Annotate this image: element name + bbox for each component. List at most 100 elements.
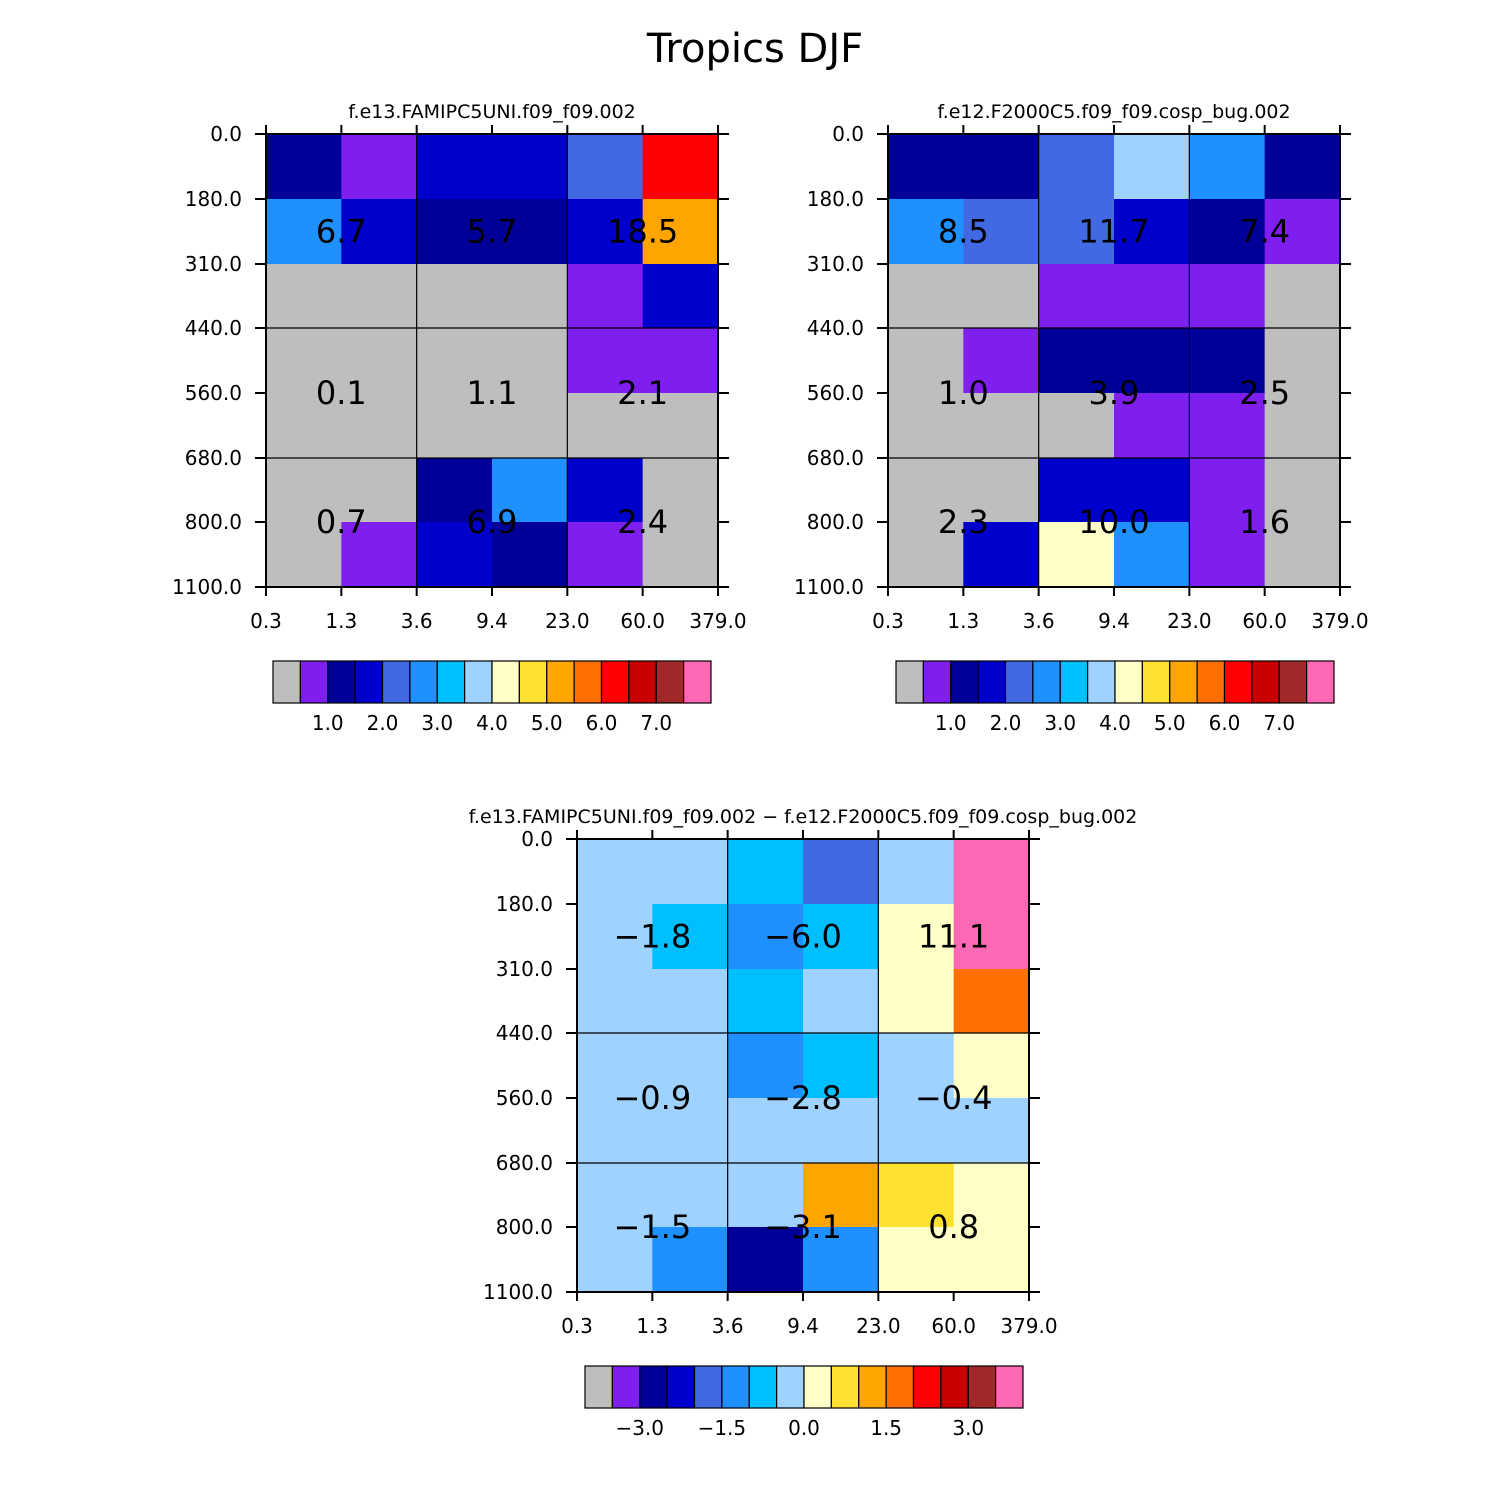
colorbar-swatch — [639, 1365, 668, 1409]
x-tick-label: 0.3 — [561, 1314, 593, 1338]
colorbar-swatch — [1059, 660, 1089, 704]
heatmap-cell — [878, 969, 955, 1034]
heatmap-cell — [567, 264, 644, 329]
heatmap-cell — [888, 393, 964, 459]
heatmap-cell — [266, 458, 342, 523]
y-tick-label: 680.0 — [496, 1151, 553, 1175]
x-tick-label: 23.0 — [856, 1314, 901, 1338]
y-tick-label: 0.0 — [832, 122, 864, 146]
heatmap-cell — [567, 134, 644, 200]
heatmap-cell — [888, 134, 964, 200]
heatmap-cell — [577, 1033, 653, 1099]
heatmap-cell — [888, 328, 964, 394]
x-tick-label: 3.6 — [712, 1314, 744, 1338]
block-value-label: 7.4 — [1239, 213, 1290, 251]
heatmap-cell — [577, 969, 653, 1034]
colorbar-label: 5.0 — [531, 711, 563, 735]
colorbar-swatch — [1032, 660, 1061, 704]
y-tick-label: 0.0 — [210, 122, 242, 146]
colorbar-swatch — [464, 660, 493, 704]
heatmap-cell — [577, 1163, 653, 1228]
heatmap-cell — [953, 904, 1030, 970]
colorbar-swatch — [721, 1365, 750, 1409]
heatmap-cell — [1189, 199, 1266, 265]
colorbar-label: 2.0 — [367, 711, 399, 735]
colorbar-swatch — [940, 1365, 969, 1409]
heatmap-cell — [878, 1033, 955, 1099]
block-value-label: 1.6 — [1239, 503, 1290, 541]
x-tick-label: 9.4 — [476, 609, 508, 633]
colorbar-swatch — [655, 660, 685, 704]
y-tick-label: 1100.0 — [172, 575, 242, 599]
y-tick-label: 560.0 — [185, 381, 242, 405]
heatmap-cell — [888, 199, 964, 265]
colorbar-label: 4.0 — [1099, 711, 1131, 735]
y-tick-label: 310.0 — [807, 252, 864, 276]
heatmap-cell — [1264, 264, 1341, 329]
x-tick-label: 1.3 — [636, 1314, 668, 1338]
colorbar-swatch — [748, 1365, 778, 1409]
heatmap-cell — [1264, 393, 1341, 459]
y-tick-label: 440.0 — [185, 316, 242, 340]
colorbar-swatch — [1306, 660, 1335, 704]
heatmap-cell — [803, 969, 879, 1034]
y-tick-label: 440.0 — [496, 1021, 553, 1045]
heatmap-cell — [878, 904, 955, 970]
heatmap-cell — [341, 264, 418, 329]
colorbar-swatch — [776, 1365, 805, 1409]
y-tick-label: 310.0 — [496, 957, 553, 981]
block-value-label: 8.5 — [938, 213, 989, 251]
x-tick-label: 0.3 — [250, 609, 282, 633]
heatmap-cell — [567, 522, 644, 588]
colorbar-swatch — [858, 1365, 887, 1409]
block-value-label: 3.9 — [1089, 374, 1140, 412]
heatmap-cell — [1189, 328, 1266, 394]
block-value-label: 10.0 — [1078, 503, 1149, 541]
y-tick-label: 560.0 — [496, 1086, 553, 1110]
y-tick-label: 180.0 — [185, 187, 242, 211]
block-value-label: 0.8 — [928, 1208, 979, 1246]
heatmap-cell — [727, 1098, 804, 1164]
colorbar-swatch — [967, 1365, 997, 1409]
heatmap-cell — [1264, 134, 1341, 200]
heatmap-cell — [1038, 264, 1115, 329]
colorbar-swatch — [1141, 660, 1171, 704]
x-tick-label: 9.4 — [787, 1314, 819, 1338]
heatmap-cell — [1264, 458, 1341, 523]
colorbar-swatch — [803, 1365, 832, 1409]
heatmap-cell — [1189, 134, 1266, 200]
colorbar: −3.0 −1.5 0.0 1.5 3.0 — [584, 1365, 1024, 1440]
y-tick-label: 1100.0 — [483, 1280, 553, 1304]
heatmap-cell — [266, 134, 342, 200]
colorbar: 1.0 2.0 3.0 4.0 5.0 6.0 7.0 — [272, 660, 712, 735]
heatmap-cell — [963, 522, 1040, 588]
heatmap-cell — [803, 1098, 879, 1164]
colorbar-swatch — [436, 660, 466, 704]
heatmap-cell — [1264, 328, 1341, 394]
heatmap-cell — [1114, 264, 1190, 329]
heatmap-cell — [492, 458, 568, 523]
colorbar-swatch — [666, 1365, 696, 1409]
heatmap-cell — [1038, 458, 1115, 523]
x-tick-label: 9.4 — [1098, 609, 1130, 633]
block-value-label: 0.1 — [316, 374, 367, 412]
heatmap-cell — [492, 393, 568, 459]
heatmap-cell — [963, 199, 1040, 265]
heatmap-cell — [567, 328, 644, 394]
colorbar-swatch — [518, 660, 548, 704]
block-value-label: 11.7 — [1078, 213, 1149, 251]
heatmap-cell — [803, 904, 879, 970]
colorbar-swatch — [895, 660, 924, 704]
heatmap-cell — [803, 839, 879, 905]
colorbar-label: 0.0 — [788, 1416, 820, 1440]
heatmap-cell — [1038, 134, 1115, 200]
heatmap-cell — [888, 522, 964, 588]
colorbar-swatch — [272, 660, 301, 704]
heatmap-cell — [1189, 393, 1266, 459]
heatmap-cell — [266, 393, 342, 459]
heatmap-cell — [1038, 199, 1115, 265]
heatmap-cell — [577, 1098, 653, 1164]
heatmap-cell — [266, 328, 342, 394]
colorbar-swatch — [1114, 660, 1143, 704]
